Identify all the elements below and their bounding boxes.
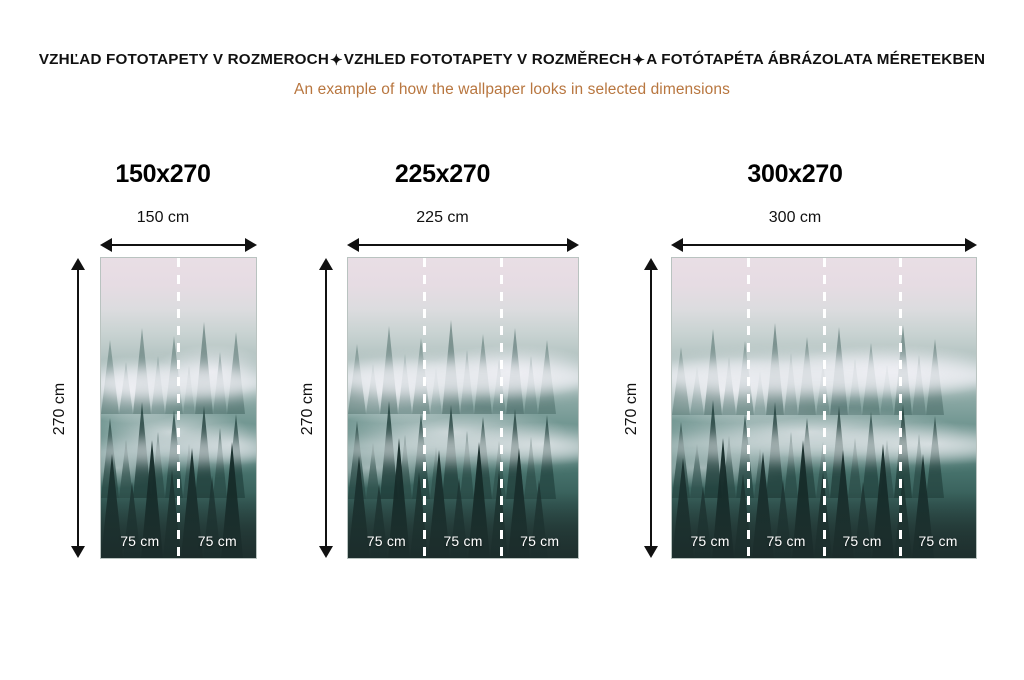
header: VZHĽAD FOTOTAPETY V ROZMEROCH✦VZHLED FOT… (0, 0, 1024, 100)
wallpaper-preview[interactable]: 75 cm 75 cm (100, 257, 257, 559)
width-dimension-arrow-icon (100, 238, 257, 252)
page-title: VZHĽAD FOTOTAPETY V ROZMEROCH✦VZHLED FOT… (0, 50, 1024, 71)
width-label: 300 cm (768, 209, 822, 226)
arrow-shaft (77, 265, 79, 551)
segment-labels: 75 cm 75 cm (101, 533, 256, 549)
arrow-head-right-icon (245, 238, 257, 252)
arrow-shaft (325, 265, 327, 551)
arrow-shaft (678, 244, 970, 246)
arrow-shaft (107, 244, 250, 246)
segment-label: 75 cm (120, 533, 160, 549)
segment-label: 75 cm (197, 533, 237, 549)
segment-label: 75 cm (918, 533, 958, 549)
segment-labels: 75 cm 75 cm 75 cm (348, 533, 578, 549)
fog-band (348, 360, 578, 396)
wallpaper-preview[interactable]: 75 cm 75 cm 75 cm 75 cm (671, 257, 977, 559)
segment-label: 75 cm (366, 533, 406, 549)
fog-band (348, 435, 578, 463)
segment-label: 75 cm (842, 533, 882, 549)
panels-row: 150x270 150 cm 270 cm (0, 160, 1024, 580)
title-part-sk: VZHĽAD FOTOTAPETY V ROZMEROCH (38, 51, 329, 68)
arrow-head-up-icon (644, 258, 658, 270)
seam-divider (746, 258, 750, 558)
segment-labels: 75 cm 75 cm 75 cm 75 cm (672, 533, 976, 549)
sparkle-icon: ✦ (330, 52, 343, 69)
panel-title: 225x270 (394, 160, 491, 188)
seam-divider (898, 258, 902, 558)
height-dimension-arrow-icon (71, 258, 85, 558)
segment-label: 75 cm (690, 533, 730, 549)
panel-300x270: 300x270 300 cm 270 cm (610, 160, 980, 580)
height-label: 270 cm (623, 382, 640, 436)
segment-label: 75 cm (443, 533, 483, 549)
height-label: 270 cm (299, 382, 316, 436)
height-dimension-arrow-icon (319, 258, 333, 558)
title-part-hu: A FOTÓTAPÉTA ÁBRÁZOLATA MÉRETEKBEN (646, 51, 986, 68)
arrow-shaft (354, 244, 572, 246)
arrow-head-left-icon (100, 238, 112, 252)
seam-divider (499, 258, 503, 558)
title-part-cs: VZHLED FOTOTAPETY V ROZMĚRECH (343, 51, 632, 68)
segment-label: 75 cm (520, 533, 560, 549)
panel-title: 300x270 (747, 160, 843, 188)
arrow-head-up-icon (71, 258, 85, 270)
height-label: 270 cm (51, 382, 68, 436)
wallpaper-preview[interactable]: 75 cm 75 cm 75 cm (347, 257, 579, 559)
arrow-head-down-icon (644, 546, 658, 558)
width-dimension-arrow-icon (347, 238, 579, 252)
arrow-head-up-icon (319, 258, 333, 270)
arrow-shaft (650, 265, 652, 551)
arrow-head-right-icon (965, 238, 977, 252)
width-dimension-arrow-icon (671, 238, 977, 252)
seam-divider (423, 258, 427, 558)
page-subtitle: An example of how the wallpaper looks in… (294, 81, 730, 98)
segment-label: 75 cm (766, 533, 806, 549)
seam-divider (822, 258, 826, 558)
height-dimension-arrow-icon (644, 258, 658, 558)
arrow-head-left-icon (347, 238, 359, 252)
panel-225x270: 225x270 225 cm 270 cm (299, 160, 585, 580)
bottom-shade (348, 492, 578, 558)
width-label: 225 cm (416, 209, 469, 226)
panel-150x270: 150x270 150 cm 270 cm (48, 160, 278, 580)
seam-divider (177, 258, 180, 558)
width-label: 150 cm (136, 209, 190, 226)
panel-title: 150x270 (115, 160, 211, 188)
arrow-head-down-icon (71, 546, 85, 558)
arrow-head-right-icon (567, 238, 579, 252)
arrow-head-down-icon (319, 546, 333, 558)
sparkle-icon: ✦ (632, 52, 646, 69)
arrow-head-left-icon (671, 238, 683, 252)
